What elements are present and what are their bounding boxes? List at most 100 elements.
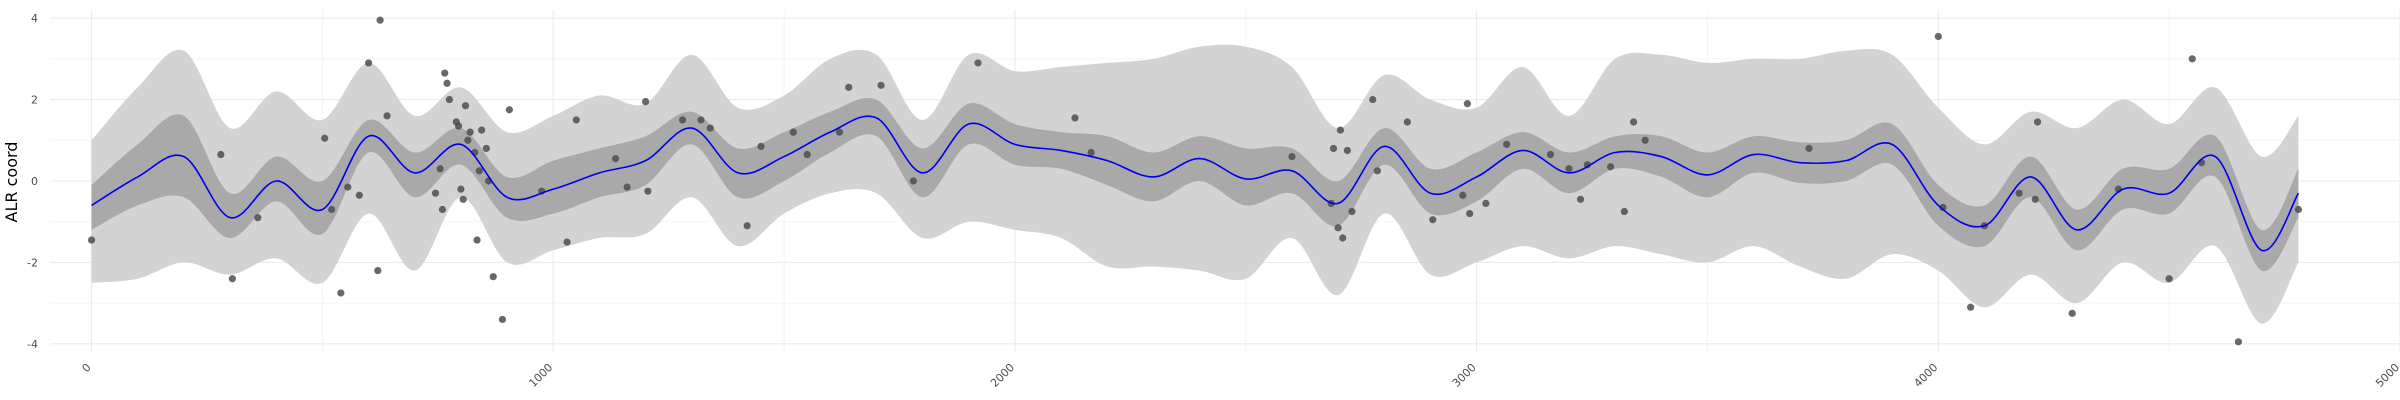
data-point	[743, 222, 751, 230]
data-point	[461, 102, 470, 110]
data-point	[2234, 338, 2243, 346]
data-point	[1463, 100, 1471, 108]
data-point	[1546, 150, 1555, 159]
data-point	[254, 214, 262, 222]
data-point	[757, 142, 765, 150]
x-axis-tick-labels: 0 1000 2000 3000 4000 5000	[80, 361, 2400, 390]
data-point	[641, 98, 650, 106]
data-point	[1459, 191, 1467, 199]
outer-confidence-band	[91, 44, 2299, 324]
data-point	[909, 177, 917, 185]
data-point	[337, 289, 345, 297]
data-point	[974, 59, 982, 67]
data-point	[1503, 140, 1511, 148]
data-point	[438, 205, 447, 214]
data-point	[2033, 118, 2042, 126]
data-point	[835, 128, 844, 136]
data-point	[2165, 275, 2173, 283]
data-point	[697, 116, 705, 124]
data-point	[678, 116, 687, 124]
data-point	[803, 150, 811, 159]
data-point	[1334, 224, 1342, 232]
data-point	[1805, 144, 1813, 153]
data-point	[1403, 118, 1411, 126]
data-point	[321, 134, 329, 142]
data-point	[644, 187, 652, 195]
data-point	[1620, 207, 1628, 216]
data-point	[1629, 118, 1638, 126]
data-point	[1641, 136, 1649, 144]
data-point	[482, 144, 490, 153]
data-point	[489, 273, 497, 281]
data-point	[431, 189, 440, 197]
data-point	[328, 205, 336, 214]
data-point	[374, 266, 382, 275]
x-tick-label: 1000	[526, 361, 555, 390]
y-tick-label: 2	[31, 94, 38, 107]
data-point	[478, 126, 486, 134]
data-point	[1939, 203, 1947, 212]
data-point	[505, 106, 513, 114]
data-point	[611, 155, 620, 163]
data-point	[1339, 234, 1347, 242]
x-tick-label: 0	[80, 361, 94, 375]
y-tick-label: 0	[31, 175, 38, 188]
data-point	[445, 95, 453, 104]
data-point	[1343, 146, 1351, 155]
data-point	[454, 122, 463, 130]
data-point	[217, 150, 225, 159]
data-point	[1482, 199, 1490, 207]
data-point	[364, 59, 373, 67]
data-point	[443, 79, 451, 87]
data-point	[1348, 207, 1356, 216]
data-point	[498, 315, 507, 324]
data-point	[475, 167, 483, 175]
observed-points	[87, 16, 2303, 346]
data-point	[473, 236, 481, 244]
data-point	[2068, 309, 2076, 317]
data-point	[1576, 195, 1585, 203]
data-point	[2294, 205, 2303, 214]
y-tick-label: -2	[27, 256, 38, 269]
data-point	[563, 238, 571, 246]
data-point	[436, 165, 444, 173]
data-point	[877, 81, 885, 89]
data-point	[344, 183, 352, 191]
data-point	[1288, 152, 1296, 161]
x-tick-label: 3000	[1450, 361, 1479, 390]
data-point	[376, 16, 384, 24]
mean-curve	[91, 115, 2300, 252]
y-axis-tick-labels: -4 -2 0 2 4	[27, 12, 38, 351]
data-point	[572, 116, 580, 124]
x-tick-label: 2000	[988, 361, 1017, 390]
data-point	[845, 83, 853, 91]
data-point	[383, 112, 391, 120]
inner-confidence-band	[91, 97, 2299, 272]
data-point	[1369, 95, 1377, 104]
data-point	[623, 183, 631, 191]
data-point	[457, 185, 465, 193]
x-tick-label: 4000	[1911, 361, 1940, 390]
data-point	[441, 69, 449, 77]
data-point	[1329, 144, 1338, 153]
x-tick-label: 5000	[2373, 361, 2400, 390]
data-point	[87, 236, 96, 244]
data-point	[1466, 209, 1474, 218]
data-point	[1967, 303, 1975, 311]
data-point	[1087, 148, 1095, 157]
data-point	[355, 191, 363, 199]
data-point	[459, 195, 467, 203]
data-point	[1934, 32, 1942, 41]
data-point	[1583, 161, 1592, 169]
data-point	[1373, 167, 1381, 175]
data-point	[1071, 114, 1079, 122]
data-point	[1429, 216, 1437, 224]
data-point	[706, 124, 714, 132]
y-tick-label: -4	[27, 338, 38, 351]
data-point	[2188, 55, 2196, 63]
data-point	[2015, 189, 2023, 197]
data-point	[1565, 165, 1573, 173]
data-point	[1606, 163, 1615, 171]
data-point	[464, 136, 472, 144]
